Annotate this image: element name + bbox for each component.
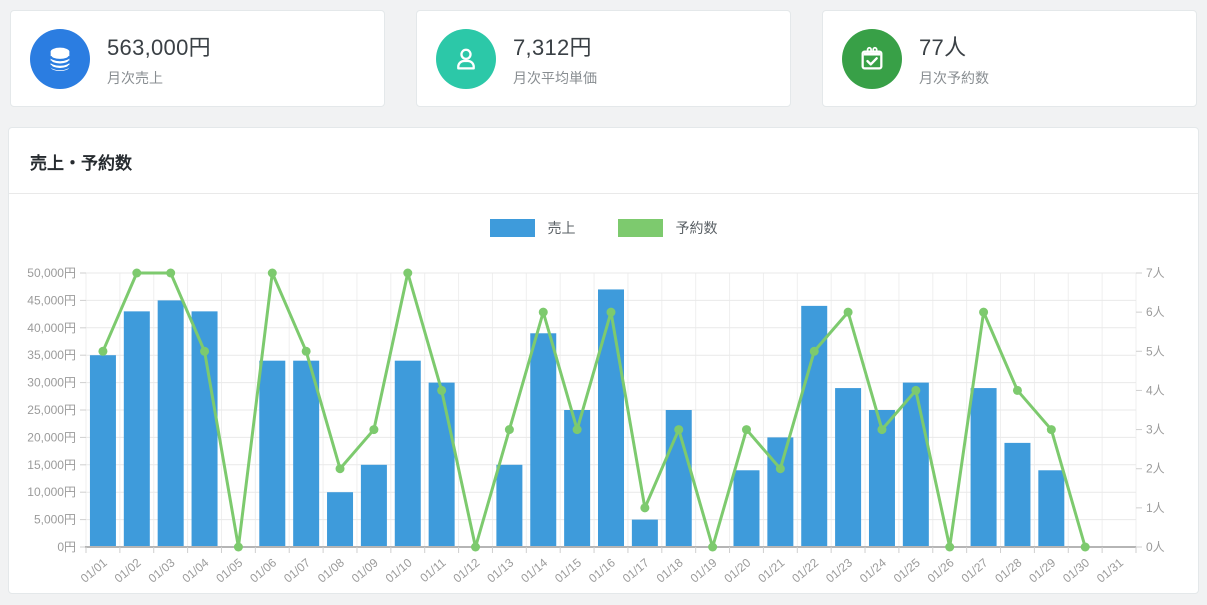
reservations-legend-label: 予約数: [675, 220, 718, 236]
svg-text:01/09: 01/09: [349, 555, 381, 585]
sales-reservations-panel: 売上・予約数 売上 予約数 0円 5,000円 10,000円 15,000円 20,0…: [8, 127, 1199, 594]
legend-item-reservations[interactable]: 予約数: [617, 218, 718, 238]
svg-text:5,000円: 5,000円: [34, 513, 76, 527]
svg-text:01/21: 01/21: [755, 555, 787, 585]
svg-text:01/06: 01/06: [247, 555, 279, 585]
calendar-check-icon: [842, 28, 902, 89]
svg-text:01/17: 01/17: [620, 555, 652, 585]
card-monthly-reservations: 77人 月次予約数: [822, 10, 1197, 107]
svg-text:01/03: 01/03: [146, 555, 178, 585]
svg-text:01/27: 01/27: [959, 555, 991, 585]
svg-text:01/16: 01/16: [586, 555, 618, 585]
svg-text:01/28: 01/28: [992, 555, 1024, 585]
svg-text:10,000円: 10,000円: [27, 485, 76, 499]
svg-text:01/15: 01/15: [552, 555, 584, 585]
svg-text:45,000円: 45,000円: [27, 293, 76, 307]
svg-text:01/24: 01/24: [857, 555, 889, 585]
svg-text:25,000円: 25,000円: [27, 403, 76, 417]
svg-text:2人: 2人: [1146, 462, 1165, 476]
monthly-sales-label: 月次売上: [107, 69, 163, 86]
svg-text:01/11: 01/11: [417, 555, 449, 585]
svg-text:01/13: 01/13: [484, 555, 516, 585]
svg-text:3人: 3人: [1146, 423, 1165, 437]
card-monthly-sales: 563,000円 月次売上: [10, 10, 385, 107]
svg-text:01/22: 01/22: [789, 555, 821, 585]
svg-text:1人: 1人: [1146, 501, 1165, 515]
svg-text:30,000円: 30,000円: [27, 376, 76, 390]
svg-text:5人: 5人: [1146, 344, 1165, 358]
svg-text:01/26: 01/26: [925, 555, 957, 585]
monthly-average-price-value: 7,312円: [513, 34, 592, 60]
panel-header: 売上・予約数: [9, 128, 1198, 194]
monthly-sales-value: 563,000円: [107, 34, 211, 60]
card-text: 563,000円 月次売上: [107, 30, 211, 88]
card-text: 77人 月次予約数: [919, 30, 989, 88]
chart-legend: 売上 予約数: [9, 218, 1198, 238]
svg-text:01/12: 01/12: [450, 555, 482, 585]
svg-text:01/08: 01/08: [315, 555, 347, 585]
svg-text:7人: 7人: [1146, 266, 1165, 280]
svg-text:01/14: 01/14: [518, 555, 550, 585]
person-icon: [436, 28, 496, 89]
summary-cards: 563,000円 月次売上 7,312円 月次平均単価 77人: [0, 0, 1207, 107]
svg-text:01/20: 01/20: [721, 555, 753, 585]
svg-text:6人: 6人: [1146, 305, 1165, 319]
svg-text:01/23: 01/23: [823, 555, 855, 585]
svg-text:01/07: 01/07: [281, 555, 313, 585]
svg-text:50,000円: 50,000円: [27, 266, 76, 280]
svg-text:01/25: 01/25: [891, 555, 923, 585]
database-icon: [30, 28, 90, 89]
reservations-legend-swatch: [617, 219, 663, 237]
svg-text:01/30: 01/30: [1060, 555, 1092, 585]
monthly-reservations-value: 77人: [919, 34, 967, 60]
panel-title: 売上・予約数: [30, 154, 132, 173]
sales-reservations-chart[interactable]: 0円 5,000円 10,000円 15,000円 20,000円 25,000円 30,0…: [9, 246, 1199, 598]
svg-text:15,000円: 15,000円: [27, 458, 76, 472]
svg-text:35,000円: 35,000円: [27, 348, 76, 362]
svg-text:01/05: 01/05: [213, 555, 245, 585]
sales-legend-label: 売上: [547, 220, 576, 236]
sales-legend-swatch: [489, 219, 535, 237]
svg-text:01/29: 01/29: [1026, 555, 1058, 585]
svg-text:20,000円: 20,000円: [27, 430, 76, 444]
svg-text:01/10: 01/10: [383, 555, 415, 585]
card-text: 7,312円 月次平均単価: [513, 30, 597, 88]
svg-text:01/18: 01/18: [654, 555, 686, 585]
svg-text:01/04: 01/04: [179, 555, 211, 585]
svg-text:01/02: 01/02: [112, 555, 144, 585]
card-monthly-average-price: 7,312円 月次平均単価: [416, 10, 791, 107]
svg-text:01/31: 01/31: [1094, 555, 1126, 585]
svg-text:0円: 0円: [57, 540, 76, 554]
svg-text:40,000円: 40,000円: [27, 321, 76, 335]
monthly-average-price-label: 月次平均単価: [513, 69, 597, 86]
legend-item-sales[interactable]: 売上: [489, 218, 576, 238]
monthly-reservations-label: 月次予約数: [919, 69, 989, 86]
svg-text:0人: 0人: [1146, 540, 1165, 554]
svg-text:01/01: 01/01: [78, 555, 110, 585]
svg-text:4人: 4人: [1146, 383, 1165, 397]
svg-text:01/19: 01/19: [688, 555, 720, 585]
